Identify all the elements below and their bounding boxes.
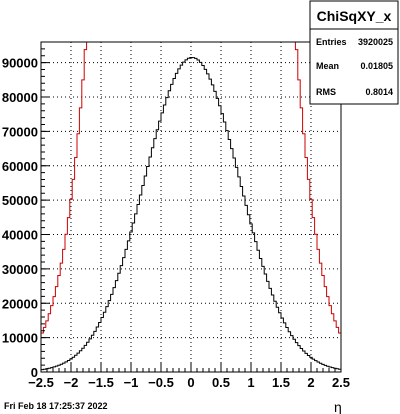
x-tick-label: 1 <box>247 375 254 390</box>
y-tick-label: 0 <box>31 365 38 380</box>
y-tick-label: 10000 <box>2 331 38 346</box>
histogram-overlay-series <box>41 42 341 372</box>
axis-ticks <box>40 41 342 373</box>
stats-box-title: ChiSqXY_x <box>317 8 392 24</box>
x-tick-label: −2 <box>64 375 79 390</box>
x-axis-title: η <box>334 399 342 414</box>
stats-entries-label: Entries <box>316 37 347 47</box>
stats-entries-value: 3920025 <box>358 37 393 47</box>
y-tick-label: 60000 <box>2 159 38 174</box>
y-tick-label: 30000 <box>2 262 38 277</box>
stats-rms-label: RMS <box>316 87 336 97</box>
stats-box: ChiSqXY_x Entries 3920025 Mean 0.01805 R… <box>309 0 399 105</box>
x-tick-label: 0.5 <box>212 375 230 390</box>
x-tick-label: 0 <box>187 375 194 390</box>
x-tick-label: −1.5 <box>88 375 114 390</box>
footer-timestamp: Fri Feb 18 17:25:37 2022 <box>4 401 108 411</box>
x-tick-label: −1 <box>124 375 139 390</box>
tick-labels: −2.5 −2 −1.5 −1 −0.5 0 0.5 1 1.5 2 2.5 0 10000 20000 3… <box>2 56 350 390</box>
stats-box-frame <box>309 0 399 105</box>
x-tick-label: −0.5 <box>148 375 174 390</box>
x-tick-label: −2.5 <box>28 375 54 390</box>
histogram-main-series <box>41 57 341 372</box>
histograms <box>41 42 341 372</box>
y-tick-label: 50000 <box>2 193 38 208</box>
stats-rms-value: 0.8014 <box>365 87 393 97</box>
stats-mean-value: 0.01805 <box>360 61 393 71</box>
y-tick-label: 40000 <box>2 228 38 243</box>
y-tick-label: 80000 <box>2 90 38 105</box>
y-tick-label: 90000 <box>2 56 38 71</box>
x-tick-label: 2 <box>307 375 314 390</box>
y-tick-label: 70000 <box>2 124 38 139</box>
grid <box>41 42 341 372</box>
x-tick-label: 2.5 <box>332 375 350 390</box>
stats-mean-label: Mean <box>316 61 339 71</box>
x-tick-label: 1.5 <box>272 375 290 390</box>
y-tick-label: 20000 <box>2 296 38 311</box>
